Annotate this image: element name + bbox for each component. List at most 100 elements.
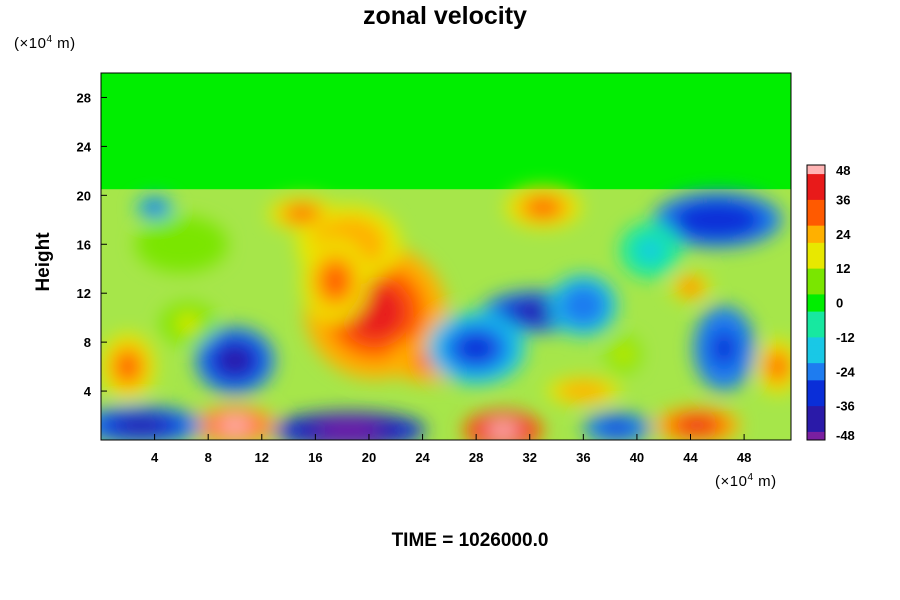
x-tick-label: 20 <box>362 450 376 465</box>
feature-21 <box>268 196 336 231</box>
colorbar-swatch <box>807 397 825 407</box>
feature-6 <box>160 302 216 345</box>
colorbar-swatch <box>807 173 825 183</box>
x-tick-label: 12 <box>255 450 269 465</box>
colorbar-swatch <box>807 388 825 398</box>
colorbar-tick-label: 0 <box>836 296 843 311</box>
contour-field <box>101 73 791 440</box>
feature-20-ring-2 <box>768 354 787 379</box>
colorbar-swatch <box>807 405 825 415</box>
time-label: TIME = 1026000.0 <box>391 530 549 551</box>
y-tick-label: 24 <box>77 139 92 154</box>
colorbar-swatch <box>807 345 825 355</box>
colorbar-swatch <box>807 354 825 364</box>
feature-9 <box>271 411 426 440</box>
x-tick-label: 40 <box>630 450 644 465</box>
colorbar-swatch <box>807 225 825 235</box>
feature-8-ring-2 <box>115 417 168 434</box>
colorbar-tick-label: -36 <box>836 399 855 414</box>
x-tick-label: 8 <box>205 450 212 465</box>
upper-layer-region <box>101 73 791 190</box>
feature-23 <box>606 336 641 373</box>
feature-5 <box>194 326 276 395</box>
feature-4 <box>101 332 156 401</box>
feature-26-ring-2 <box>637 238 664 263</box>
colorbar-ticks: -48 -36 -24 -12 0 12 24 36 48 <box>836 163 856 443</box>
colorbar-swatch <box>807 422 825 432</box>
colorbar-swatch <box>807 431 825 441</box>
feature-6-ring-2 <box>176 314 200 333</box>
feature-12-ring-2 <box>513 302 560 321</box>
colorbar-swatch <box>807 276 825 286</box>
colorbar-swatch <box>807 207 825 218</box>
colorbar-tick-label: -12 <box>836 330 855 345</box>
colorbar-swatch <box>807 268 825 278</box>
feature-7 <box>191 405 279 440</box>
feature-10-ring-2 <box>486 421 520 439</box>
feature-13 <box>426 311 526 385</box>
feature-14-ring-2 <box>569 292 598 319</box>
velocity-features <box>101 186 791 440</box>
y-axis-ticks: 4 8 12 16 20 24 28 <box>77 90 107 399</box>
colorbar <box>806 164 826 441</box>
colorbar-tick-label: 36 <box>836 192 850 207</box>
x-tick-label: 44 <box>683 450 698 465</box>
feature-23-ring-2 <box>616 346 631 363</box>
x-tick-label: 32 <box>523 450 537 465</box>
colorbar-swatch <box>807 362 825 372</box>
feature-19 <box>582 412 651 440</box>
chart-title: zonal velocity <box>363 2 527 30</box>
colorbar-swatch <box>807 250 825 261</box>
y-axis-unit: (×104 m) <box>14 34 76 52</box>
x-tick-label: 4 <box>151 450 159 465</box>
x-tick-label: 28 <box>469 450 483 465</box>
feature-11-ring-2 <box>526 198 560 217</box>
feature-17-ring-2 <box>711 330 737 366</box>
feature-24 <box>546 376 621 406</box>
x-tick-label: 48 <box>737 450 751 465</box>
feature-19-ring-2 <box>602 421 632 435</box>
feature-15-ring-2 <box>690 207 745 232</box>
colorbar-tick-label: -24 <box>836 364 856 379</box>
x-axis-unit: (×104 m) <box>715 472 777 490</box>
y-tick-label: 8 <box>84 335 91 350</box>
feature-21-ring-2 <box>287 206 317 221</box>
y-tick-label: 12 <box>77 286 91 301</box>
y-tick-label: 4 <box>84 384 92 399</box>
feature-9-ring-2 <box>316 422 382 438</box>
feature-18-ring-2 <box>679 417 716 434</box>
feature-18 <box>654 407 741 440</box>
feature-4-ring-2 <box>116 352 140 381</box>
feature-25 <box>135 216 228 273</box>
colorbar-swatch <box>807 293 825 303</box>
x-tick-label: 16 <box>308 450 322 465</box>
colorbar-swatch <box>807 285 825 295</box>
feature-22 <box>136 196 174 219</box>
feature-7-ring-2 <box>216 417 254 434</box>
feature-11 <box>504 186 582 229</box>
colorbar-swatch <box>807 233 825 243</box>
colorbar-swatch <box>807 414 825 424</box>
colorbar-swatch <box>807 328 825 338</box>
colorbar-swatch <box>807 379 825 389</box>
feature-3-ring-2 <box>321 263 350 299</box>
x-axis-ticks: 4 8 12 16 20 24 28 32 36 40 44 48 <box>151 434 751 465</box>
feature-14 <box>549 274 618 337</box>
feature-3 <box>301 238 370 324</box>
colorbar-swatch <box>807 165 825 175</box>
feature-17 <box>693 306 755 391</box>
colorbar-swatch <box>807 190 825 200</box>
feature-24-ring-2 <box>567 385 599 397</box>
colorbar-swatch <box>807 336 825 346</box>
colorbar-swatch <box>807 302 825 312</box>
x-tick-label: 36 <box>576 450 590 465</box>
colorbar-swatch <box>807 311 825 321</box>
feature-10 <box>462 410 543 440</box>
colorbar-swatch <box>807 182 825 192</box>
colorbar-tick-label: 12 <box>836 261 850 276</box>
feature-25-ring-2 <box>161 232 201 257</box>
feature-26 <box>619 222 682 279</box>
colorbar-swatch <box>807 242 825 252</box>
colorbar-swatch <box>807 371 825 381</box>
feature-22-ring-2 <box>146 202 163 213</box>
